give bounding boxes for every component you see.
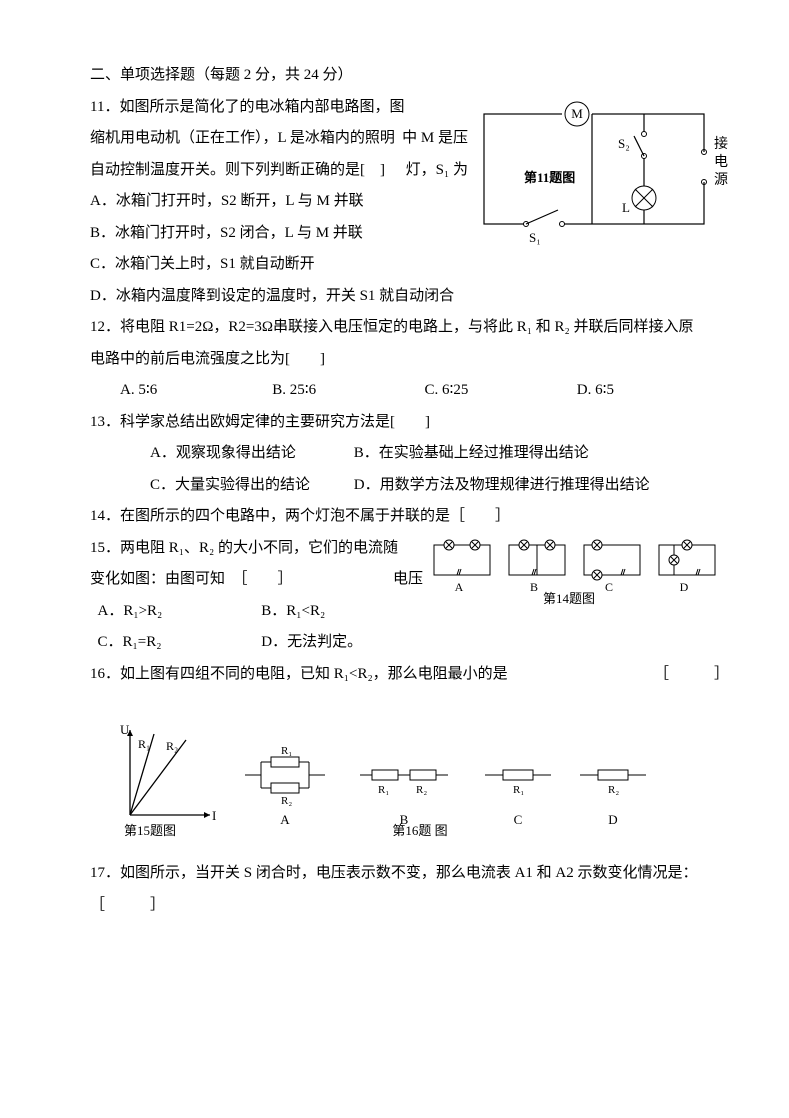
q12-option-a[interactable]: A. 5∶6 xyxy=(120,375,272,407)
q13-stem: 13．科学家总结出欧姆定律的主要研究方法是[ ] xyxy=(90,407,729,439)
q14-label-d: D xyxy=(680,580,689,594)
q11-stem-2b: 灯，S₁ 为 xyxy=(406,155,468,187)
q12-options: A. 5∶6 B. 25∶6 C. 6∶25 D. 6∶5 xyxy=(90,375,729,407)
switch-s1-label: S₁ xyxy=(529,230,541,245)
q15-fig-caption: 第15题图 xyxy=(124,823,176,838)
q17-stem-2: ［ ］ xyxy=(90,890,729,922)
q13-option-d[interactable]: D．用数学方法及物理规律进行推理得出结论 xyxy=(354,477,650,493)
section-header: 二、单项选择题（每题 2 分，共 24 分） xyxy=(90,60,729,92)
source-label-3: 源 xyxy=(714,172,728,188)
q16b-r1-label: R₁ xyxy=(378,784,389,796)
q13-option-c[interactable]: C．大量实验得出的结论 xyxy=(150,470,350,502)
q13-option-a[interactable]: A．观察现象得出结论 xyxy=(150,438,350,470)
q14-label-c: C xyxy=(605,580,613,594)
q12-stem-2: 电路中的前后电流强度之比为[ ] xyxy=(90,344,729,376)
q14-fig-caption: 第14题图 xyxy=(543,591,595,605)
q12-option-b[interactable]: B. 25∶6 xyxy=(272,375,424,407)
q11-fig-caption: 第11题图 xyxy=(524,170,575,185)
q14-label-b: B xyxy=(530,580,538,594)
q15-option-c[interactable]: C．R₁=R₂ xyxy=(90,627,258,659)
q16a-r2-label: R₂ xyxy=(281,795,292,807)
q16a-r1-label: R₁ xyxy=(281,745,292,757)
q11-stem-1b: 中 M 是压 xyxy=(402,123,468,155)
source-label-2: 电 xyxy=(714,154,728,170)
q13-options-row1: A．观察现象得出结论 B．在实验基础上经过推理得出结论 xyxy=(90,438,729,470)
q15-options-row2: C．R₁=R₂ D．无法判定。 xyxy=(90,627,729,659)
q11-stem-1a: 11．如图所示是简化了的电冰箱内部电路图，图 xyxy=(90,99,404,115)
q12-option-d[interactable]: D. 6∶5 xyxy=(577,375,729,407)
q16-label-c: C xyxy=(514,812,523,827)
q14-label-a: A xyxy=(455,580,464,594)
q15-option-a[interactable]: A．R₁>R₂ xyxy=(90,596,258,628)
q12-stem-1: 12．将电阻 R1=2Ω，R2=3Ω串联接入电压恒定的电路上，与将此 R₁ 和 … xyxy=(90,312,729,344)
q16-label-d: D xyxy=(608,812,617,827)
q15-stem-1b: 电压 xyxy=(393,564,423,596)
q16-stem: 16．如上图有四组不同的电阻，已知 R₁<R₂，那么电阻最小的是 ［ ］ xyxy=(90,659,729,691)
lamp-label: L xyxy=(622,200,630,215)
q13-options-row2: C．大量实验得出的结论 D．用数学方法及物理规律进行推理得出结论 xyxy=(90,470,729,502)
source-label-1: 接 xyxy=(714,135,728,152)
q14-figure: A B C D 第14题图 xyxy=(429,533,729,605)
q16-bracket: ［ ］ xyxy=(654,659,729,691)
switch-s2-label: S₂ xyxy=(618,136,630,151)
q16d-r2-label: R₂ xyxy=(608,784,619,796)
q17-stem-1: 17．如图所示，当开关 S 闭合时，电压表示数不变，那么电流表 A1 和 A2 … xyxy=(90,858,729,890)
motor-label: M xyxy=(571,106,583,121)
q13-option-b[interactable]: B．在实验基础上经过推理得出结论 xyxy=(354,445,589,461)
q16b-r2-label: R₂ xyxy=(416,784,427,796)
q16-fig-caption: 第16题 图 xyxy=(392,823,447,838)
q11-stem-2a: 缩机用电动机（正在工作），L 是冰箱内的照明 xyxy=(90,130,395,146)
q14-stem: 14．在图所示的四个电路中，两个灯泡不属于并联的是［ ］ xyxy=(90,501,729,533)
axis-i-label: I xyxy=(212,808,216,823)
figures-row-15-16: U I R₁ R₂ 第15题图 R₁ R₂ A R₁ R₂ B R₁ xyxy=(90,720,729,840)
q15-option-b[interactable]: B．R₁<R₂ xyxy=(261,603,325,619)
axis-u-label: U xyxy=(120,722,130,737)
graph-r1-label: R₁ xyxy=(138,737,150,751)
q11-option-c[interactable]: C．冰箱门关上时，S1 就自动断开 xyxy=(90,249,729,281)
q11-option-d[interactable]: D．冰箱内温度降到设定的温度时，开关 S1 就自动闭合 xyxy=(90,281,729,313)
q12-option-c[interactable]: C. 6∶25 xyxy=(425,375,577,407)
q16-label-a: A xyxy=(280,812,290,827)
graph-r2-label: R₂ xyxy=(166,739,178,753)
q16-stem-text: 16．如上图有四组不同的电阻，已知 R₁<R₂，那么电阻最小的是 xyxy=(90,666,508,682)
q15-stem-1a: 15．两电阻 R₁、R₂ 的大小不同，它们的电流随 xyxy=(90,540,398,556)
q11-figure: M S₁ S₂ L 第11题图 接 电 源 xyxy=(474,92,729,252)
q16c-r1-label: R₁ xyxy=(513,784,524,796)
q15-option-d[interactable]: D．无法判定。 xyxy=(261,634,362,650)
